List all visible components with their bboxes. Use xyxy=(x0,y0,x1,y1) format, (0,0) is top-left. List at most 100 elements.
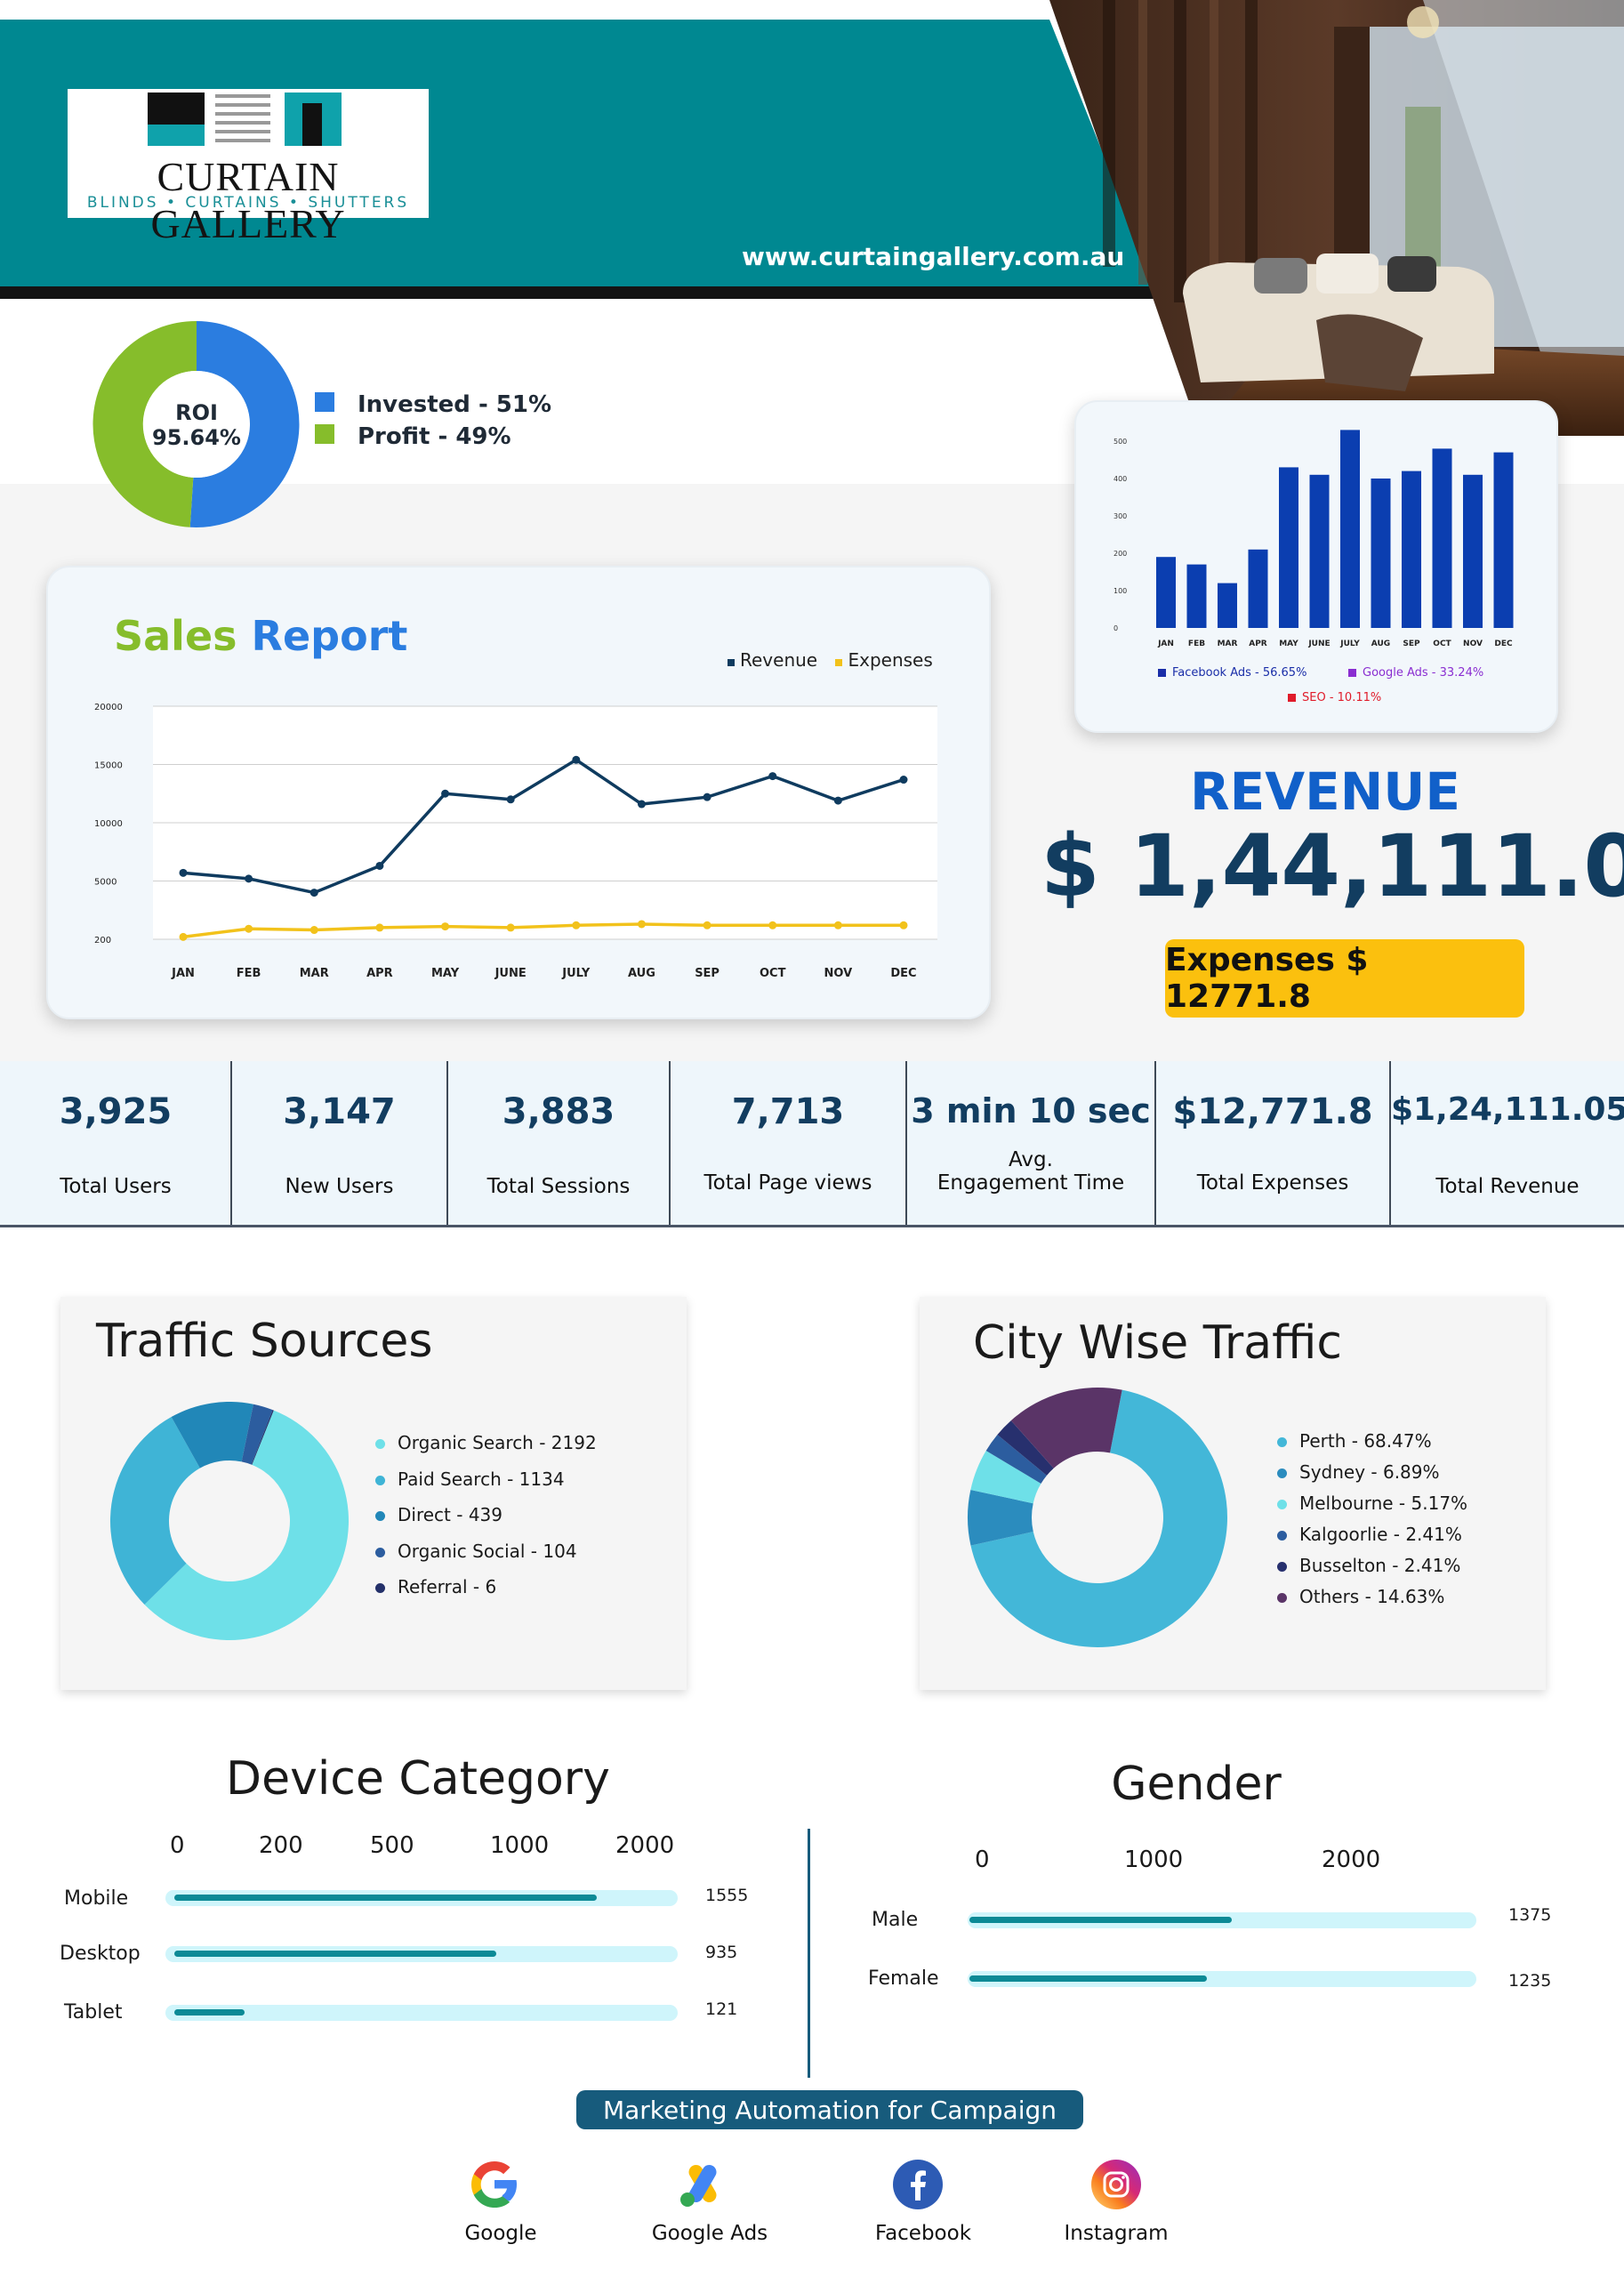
stat-value: 3 min 10 sec xyxy=(911,1091,1151,1130)
series-point-expenses xyxy=(768,921,777,929)
profit-label: Profit - 49% xyxy=(358,423,511,450)
stat-label-line1: Avg. xyxy=(1009,1148,1053,1171)
legend-dot xyxy=(1277,1468,1287,1478)
roi-value: 95.64% xyxy=(152,425,241,450)
legend-dot xyxy=(1277,1593,1287,1603)
series-point-revenue xyxy=(899,776,908,784)
website-link[interactable]: www.curtaingallery.com.au xyxy=(742,242,1125,271)
section-divider xyxy=(808,1829,810,2078)
legend-item: Referral - 6 xyxy=(375,1576,496,1597)
series-point-expenses xyxy=(506,923,515,932)
series-line-revenue xyxy=(182,758,904,895)
series-point-revenue xyxy=(441,789,450,798)
series-point-revenue xyxy=(833,796,842,805)
donut-slice xyxy=(241,1404,273,1465)
invested-swatch xyxy=(315,392,334,412)
facebook-icon[interactable] xyxy=(891,2158,945,2211)
series-point-expenses xyxy=(833,921,842,929)
x-tick: MAY xyxy=(431,967,460,980)
ads-y-tick: 300 xyxy=(1113,512,1127,520)
stat-value: 3,925 xyxy=(59,1091,173,1132)
ads-legend-swatch xyxy=(1348,669,1356,677)
instagram-icon[interactable] xyxy=(1089,2158,1143,2211)
google-ads-icon[interactable] xyxy=(676,2161,729,2209)
legend-label: Sydney - 6.89% xyxy=(1299,1461,1440,1483)
stat-label: Total Revenue xyxy=(1435,1175,1580,1198)
ads-legend-swatch xyxy=(1288,694,1296,702)
device-category-section: Device Category 0 200 500 1000 2000 Mobi… xyxy=(0,1743,809,2046)
legend-label: Busselton - 2.41% xyxy=(1299,1555,1461,1576)
gender-row-label: Male xyxy=(872,1909,919,1931)
google-icon[interactable] xyxy=(468,2158,521,2211)
x-tick: DEC xyxy=(890,967,916,980)
device-bar-track xyxy=(165,2005,678,2021)
roi-profit-slice xyxy=(92,320,197,527)
legend-label: Melbourne - 5.17% xyxy=(1299,1493,1468,1514)
gender-title: Gender xyxy=(1111,1758,1282,1811)
ads-bar-chart: 0 100 200 300 400 500 JAN FEB MAR APR MAY JUNE JULY A… xyxy=(1113,430,1514,704)
donut-slice xyxy=(997,1420,1054,1476)
google-label[interactable]: Google xyxy=(464,2222,537,2245)
device-row-label: Mobile xyxy=(64,1887,129,1910)
traffic-sources-card: Traffic Sources Organic Search - 2192 Pai… xyxy=(60,1297,687,1690)
donut-slice xyxy=(251,1410,274,1465)
stat-divider xyxy=(669,1061,671,1225)
ads-legend-label: SEO - 10.11% xyxy=(1302,691,1381,704)
expenses-badge: Expenses $ 12771.8 xyxy=(1165,939,1524,1018)
device-row-label: Desktop xyxy=(60,1943,141,1965)
device-bar-fill xyxy=(174,1895,597,1901)
donut-slice xyxy=(110,1417,200,1605)
legend-label: Others - 14.63% xyxy=(1299,1586,1445,1607)
brand-logo: CURTAIN GALLERY BLINDS • CURTAINS • SHUT… xyxy=(68,89,429,246)
stat-divider xyxy=(905,1061,907,1225)
ads-y-tick: 200 xyxy=(1113,550,1127,558)
device-bar-track xyxy=(165,1946,678,1962)
series-point-expenses xyxy=(703,921,712,929)
stat-label: Total Page views xyxy=(703,1171,872,1195)
x-tick: AUG xyxy=(628,967,655,980)
ads-bar xyxy=(1218,583,1237,628)
legend-dot xyxy=(375,1439,385,1449)
stat-total-revenue: $1,24,111.05 Total Revenue xyxy=(1391,1061,1624,1225)
gender-bar-fill xyxy=(969,1975,1207,1982)
expenses-swatch xyxy=(835,659,843,666)
city-traffic-title: City Wise Traffic xyxy=(973,1316,1343,1370)
x-tick: SEP xyxy=(695,967,720,980)
roi-legend-invested: Invested - 51% xyxy=(315,391,551,418)
sales-title-part2: Report xyxy=(251,612,408,660)
device-axis-tick: 1000 xyxy=(490,1832,550,1859)
legend-item: Sydney - 6.89% xyxy=(1277,1461,1440,1483)
google-ads-label[interactable]: Google Ads xyxy=(651,2222,768,2245)
legend-dot xyxy=(375,1547,385,1557)
x-tick: FEB xyxy=(237,967,261,980)
revenue-value: $ 1,44,111.05 xyxy=(1041,817,1624,916)
stat-value: 7,713 xyxy=(731,1091,845,1132)
gender-row-value: 1375 xyxy=(1508,1905,1552,1925)
gender-section: Gender 0 1000 2000 Male 1375 Female 1235 xyxy=(836,1743,1624,2046)
series-point-revenue xyxy=(637,800,646,809)
device-bar-fill xyxy=(174,2009,245,2016)
stat-new-users: 3,147 New Users xyxy=(232,1061,446,1225)
facebook-label[interactable]: Facebook xyxy=(874,2222,972,2245)
ads-x-tick: SEP xyxy=(1403,640,1420,648)
device-bar-fill xyxy=(174,1951,496,1957)
series-point-revenue xyxy=(572,755,581,764)
donut-slice xyxy=(968,1489,1033,1546)
ads-legend-label: Google Ads - 33.24% xyxy=(1363,666,1483,680)
legend-label: Direct - 439 xyxy=(398,1504,502,1525)
legend-item: Others - 14.63% xyxy=(1277,1586,1444,1607)
instagram-label[interactable]: Instagram xyxy=(1064,2222,1169,2245)
legend-item: Melbourne - 5.17% xyxy=(1277,1493,1467,1514)
gender-bar-track xyxy=(968,1971,1476,1987)
series-point-revenue xyxy=(310,889,318,897)
donut-slice xyxy=(171,1402,253,1468)
room-photo xyxy=(1049,0,1624,436)
ads-x-tick: JAN xyxy=(1157,640,1174,648)
ads-bar xyxy=(1493,452,1514,628)
x-tick: MAR xyxy=(300,967,329,980)
series-point-revenue xyxy=(245,874,253,883)
x-tick: JAN xyxy=(171,967,195,980)
x-tick: APR xyxy=(366,967,393,980)
logo-lines-icon xyxy=(215,94,270,146)
ads-bar xyxy=(1371,479,1391,628)
